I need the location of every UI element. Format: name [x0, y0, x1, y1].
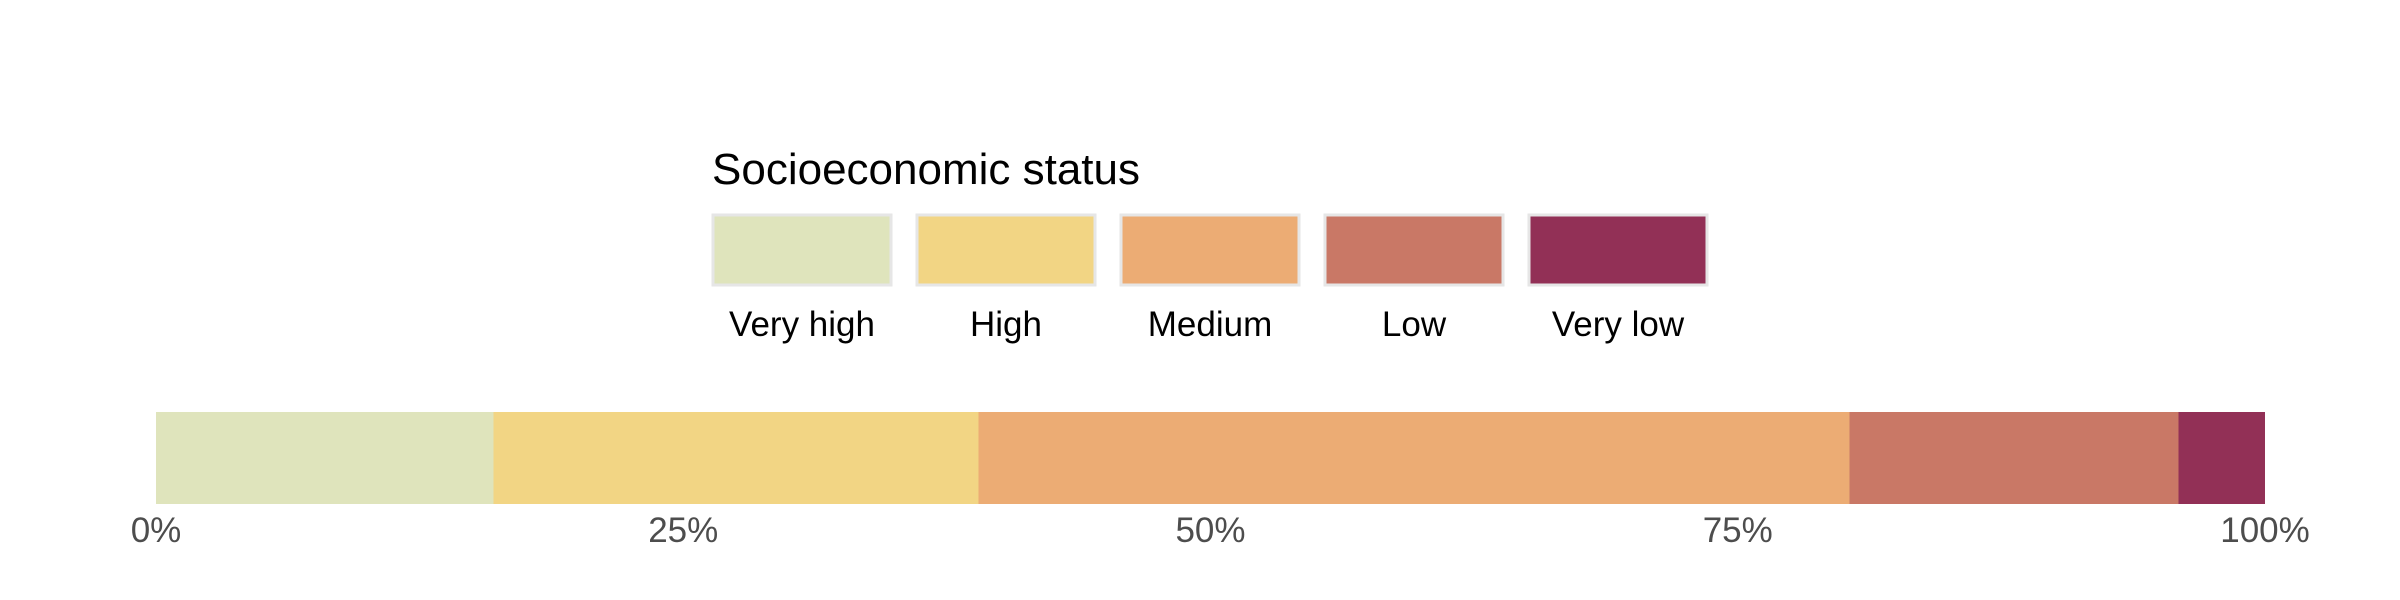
bar-segment-very-high: [156, 412, 494, 504]
legend-swatch-high: [915, 213, 1097, 287]
legend-label-very-high: Very high: [729, 305, 875, 344]
legend-label-very-low: Very low: [1552, 305, 1685, 344]
legend-title: Socioeconomic status: [712, 145, 1140, 194]
legend-swatch-very-low: [1527, 213, 1709, 287]
legend-label-high: High: [970, 305, 1042, 344]
bar-segment-medium: [978, 412, 1850, 504]
legend: Socioeconomic status Very high High Medium…: [711, 145, 1709, 344]
x-tick-label: 100%: [2220, 511, 2310, 550]
x-tick-label: 0%: [131, 511, 182, 550]
x-tick-label: 25%: [648, 511, 718, 550]
bar-segment-high: [493, 412, 979, 504]
stacked-bar: [156, 412, 2265, 504]
legend-label-medium: Medium: [1148, 305, 1272, 344]
legend-swatch-very-high: [711, 213, 893, 287]
x-tick-label: 50%: [1175, 511, 1245, 550]
legend-keys: Very high High Medium Low Very low: [711, 213, 1709, 344]
bar-segment-low: [1849, 412, 2179, 504]
legend-label-low: Low: [1382, 305, 1447, 344]
x-tick-label: 75%: [1703, 511, 1773, 550]
bar-segment-very-low: [2178, 412, 2265, 504]
legend-swatch-medium: [1119, 213, 1301, 287]
x-axis-ticks: 0% 25% 50% 75% 100%: [131, 511, 2310, 550]
legend-swatch-low: [1323, 213, 1505, 287]
